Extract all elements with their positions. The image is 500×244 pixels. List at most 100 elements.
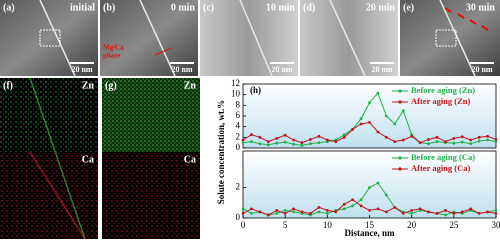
data-point	[343, 203, 346, 206]
data-point	[402, 139, 405, 142]
data-point	[275, 137, 278, 140]
data-point	[385, 136, 388, 139]
y-tick-label: 4	[236, 121, 241, 131]
data-point	[427, 142, 430, 145]
data-point	[318, 135, 321, 138]
data-point	[486, 139, 489, 142]
data-point	[275, 142, 278, 145]
data-point	[461, 141, 464, 144]
data-point	[377, 92, 380, 95]
x-tick-label: 5	[283, 220, 288, 230]
data-point	[410, 209, 413, 212]
data-point	[267, 143, 270, 146]
data-point	[292, 139, 295, 142]
data-point	[250, 140, 253, 143]
data-point	[250, 207, 253, 210]
data-point	[326, 212, 329, 215]
data-point	[368, 101, 371, 104]
panel-label: (f)	[3, 80, 13, 91]
data-point	[393, 140, 396, 143]
data-point	[377, 131, 380, 134]
data-point	[242, 141, 245, 144]
data-point	[368, 209, 371, 212]
data-point	[242, 207, 245, 210]
data-point	[275, 209, 278, 212]
data-point	[301, 211, 304, 214]
data-point	[334, 140, 337, 143]
data-point	[444, 209, 447, 212]
y-tick-label: 0	[236, 212, 241, 222]
data-point	[309, 212, 312, 215]
x-tick-label: 30	[492, 220, 500, 230]
data-point	[495, 212, 498, 215]
scale-label: 20 nm	[371, 65, 392, 74]
data-point	[427, 138, 430, 141]
panel-label: (h)	[250, 85, 261, 95]
x-tick-label: 0	[241, 220, 246, 230]
data-point	[461, 135, 464, 138]
data-point	[351, 204, 354, 207]
data-point	[402, 212, 405, 215]
y-tick-label: 0	[236, 142, 241, 152]
data-point	[419, 141, 422, 144]
data-point	[292, 211, 295, 214]
panel-label: (g)	[105, 80, 117, 91]
data-point	[242, 212, 245, 215]
y-tick-label: 2	[236, 131, 241, 141]
data-point	[368, 186, 371, 189]
data-point	[419, 207, 422, 210]
legend-label: Before aging (Zn)	[411, 85, 475, 95]
data-point	[284, 209, 287, 212]
data-point	[275, 212, 278, 215]
x-tick-label: 10	[323, 220, 333, 230]
data-point	[267, 214, 270, 217]
y-axis-label: Solute concentration, wt.%	[216, 100, 226, 205]
data-point	[360, 117, 363, 120]
data-point	[478, 212, 481, 215]
data-point	[427, 211, 430, 214]
data-point	[444, 140, 447, 143]
data-point	[385, 194, 388, 197]
data-point	[436, 136, 439, 139]
time-label: 30 min	[466, 2, 496, 13]
data-point	[486, 211, 489, 214]
data-point	[436, 140, 439, 143]
data-point	[309, 138, 312, 141]
data-point	[452, 142, 455, 145]
panel-label: (b)	[103, 2, 115, 13]
data-point	[495, 138, 498, 141]
data-point	[486, 135, 489, 138]
data-point	[360, 198, 363, 201]
data-point	[393, 206, 396, 209]
data-point	[258, 142, 261, 145]
element-label: Zn	[82, 80, 95, 91]
data-point	[461, 211, 464, 214]
data-point	[436, 212, 439, 215]
data-point	[301, 144, 304, 147]
legend-marker	[398, 100, 401, 103]
data-point	[469, 139, 472, 142]
time-label: 0 min	[171, 2, 196, 13]
scale-label: 20 nm	[171, 65, 192, 74]
data-point	[343, 133, 346, 136]
legend-label: Before aging (Ca)	[411, 152, 475, 162]
data-point	[469, 142, 472, 145]
data-point	[292, 143, 295, 146]
panel-label: (a)	[3, 2, 15, 13]
data-point	[250, 212, 253, 215]
y-tick-label: 6	[236, 110, 241, 120]
data-point	[334, 211, 337, 214]
legend-marker	[398, 156, 401, 159]
y-tick-label: 12	[231, 78, 240, 88]
data-point	[385, 115, 388, 118]
data-point	[258, 211, 261, 214]
data-point	[284, 141, 287, 144]
legend-label: After aging (Ca)	[411, 163, 470, 173]
panel-label: (d)	[303, 2, 315, 13]
data-point	[292, 207, 295, 210]
data-point	[452, 212, 455, 215]
time-label: 20 min	[366, 2, 396, 13]
annotation: phase	[103, 52, 120, 60]
legend-marker	[398, 167, 401, 170]
